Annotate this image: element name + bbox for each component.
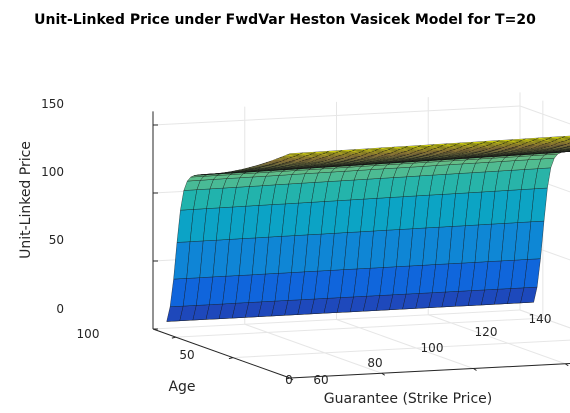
y-tick-mark <box>228 357 234 360</box>
grid-line <box>244 323 382 374</box>
y-tick-mark <box>171 336 176 339</box>
surface-patch <box>561 140 570 143</box>
surface-patch <box>566 145 570 148</box>
x-tick-label: 140 <box>529 312 552 326</box>
surface-patch <box>560 144 570 146</box>
axes-lines <box>152 111 570 381</box>
z-tick-label: 150 <box>41 97 64 111</box>
x-tick-label: 100 <box>421 341 444 355</box>
grid-line <box>175 317 543 338</box>
z-axis-label: Unit-Linked Price <box>18 141 34 259</box>
y-tick-mark <box>285 377 291 380</box>
surface-patch <box>558 137 570 140</box>
grid-line <box>289 363 570 379</box>
x-tick-label: 120 <box>475 325 498 339</box>
surface-patch <box>564 143 570 145</box>
chart-title: Unit-Linked Price under FwdVar Heston Va… <box>34 12 536 28</box>
grid-line <box>336 319 474 369</box>
surface-patch <box>561 135 570 138</box>
x-axis-line <box>289 363 570 379</box>
x-tick-mark <box>473 368 477 371</box>
y-axis-label: Age <box>168 379 195 395</box>
x-tick-label: 60 <box>313 373 328 387</box>
y-tick-label: 0 <box>285 373 293 387</box>
x-tick-labels: 60 80 100 120 140 <box>313 312 551 387</box>
x-tick-label: 80 <box>367 356 382 370</box>
z-tick-label: 50 <box>49 233 64 247</box>
x-tick-mark <box>381 372 386 376</box>
surface-plot <box>166 135 570 322</box>
x-tick-mark <box>289 377 294 381</box>
y-tick-label: 50 <box>179 348 194 362</box>
surface-patch <box>564 139 570 142</box>
grid-line <box>232 339 570 359</box>
y-tick-label: 100 <box>77 327 100 341</box>
z-tick-labels: 150 100 50 0 <box>41 97 64 316</box>
surface-patch <box>567 142 570 144</box>
z-tick-label: 100 <box>41 165 64 179</box>
y-tick-labels: 100 50 0 <box>77 327 293 387</box>
z-tick-label: 0 <box>56 302 64 316</box>
x-axis-label: Guarantee (Strike Price) <box>324 391 492 407</box>
x-tick-mark <box>564 363 569 367</box>
y-axis-line <box>152 328 291 379</box>
